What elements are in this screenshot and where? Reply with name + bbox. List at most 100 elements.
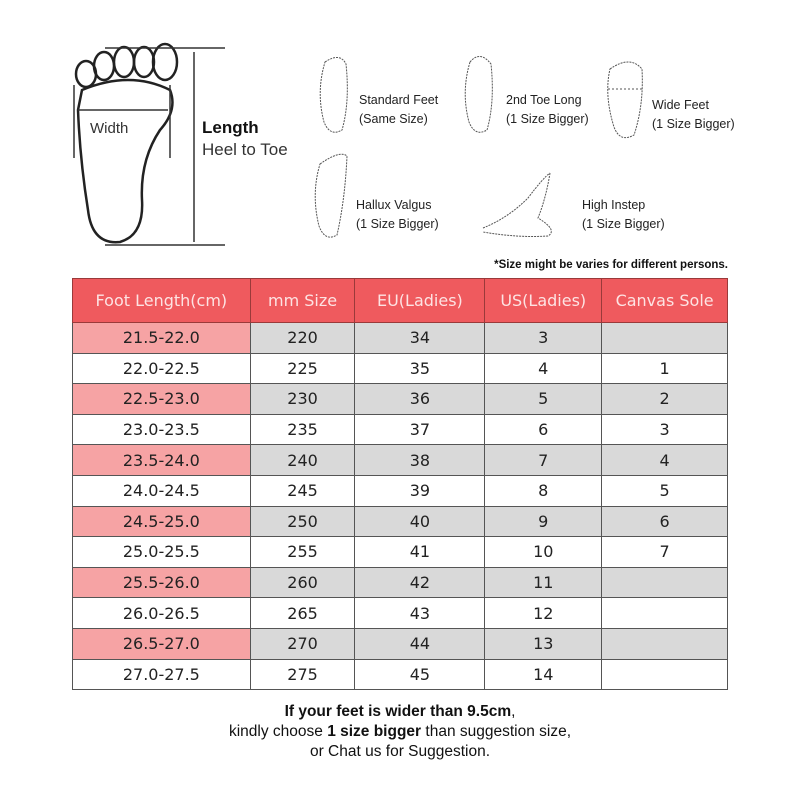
table-cell: 225 (249, 352, 356, 385)
table-cell: 39 (354, 474, 486, 507)
table-cell: 5 (601, 474, 728, 507)
table-row: 22.0-22.5 225 35 4 1 (72, 352, 728, 385)
table-cell: 26.5-27.0 (72, 627, 251, 660)
foot-measure-illustration (73, 42, 225, 246)
table-cell: 45 (354, 658, 486, 691)
table-cell: 255 (249, 536, 356, 568)
table-cell: 38 (354, 444, 486, 476)
table-row: 23.0-23.5 235 37 6 3 (72, 413, 728, 446)
table-cell: 25.0-25.5 (72, 536, 251, 568)
table-cell: 34 (354, 322, 486, 354)
table-cell: 22.0-22.5 (72, 352, 251, 385)
table-cell: 8 (484, 474, 603, 507)
table-cell (601, 322, 728, 354)
column-header: mm Size (249, 278, 356, 323)
foot-type-wide: Wide Feet (1 Size Bigger) (652, 98, 735, 131)
table-row: 23.5-24.0 240 38 7 4 (72, 444, 728, 476)
footer-advice: If your feet is wider than 9.5cm, kindly… (0, 702, 800, 762)
footer-line1-end: , (511, 703, 516, 720)
table-cell: 6 (484, 413, 603, 446)
table-cell: 25.5-26.0 (72, 566, 251, 599)
table-cell: 44 (354, 627, 486, 660)
table-cell: 220 (249, 322, 356, 354)
table-cell: 235 (249, 413, 356, 446)
width-label: Width (90, 120, 129, 137)
footer-line2-post: than suggestion size, (421, 723, 572, 740)
table-cell: 240 (249, 444, 356, 476)
table-cell: 43 (354, 597, 486, 629)
column-header: EU(Ladies) (354, 278, 486, 323)
table-cell: 23.5-24.0 (72, 444, 251, 476)
length-sublabel: Heel to Toe (202, 140, 288, 159)
table-cell: 23.0-23.5 (72, 413, 251, 446)
table-cell: 9 (484, 505, 603, 538)
table-cell: 35 (354, 352, 486, 385)
table-cell: 24.5-25.0 (72, 505, 251, 538)
table-cell: 230 (249, 383, 356, 415)
table-row: 24.5-25.0 250 40 9 6 (72, 505, 728, 538)
foot-type-second-toe: 2nd Toe Long (1 Size Bigger) (506, 93, 589, 126)
table-cell: 250 (249, 505, 356, 538)
table-cell: 3 (601, 413, 728, 446)
table-cell: 4 (484, 352, 603, 385)
table-row: 24.0-24.5 245 39 8 5 (72, 474, 728, 507)
foot-type-hallux-valgus: Hallux Valgus (1 Size Bigger) (356, 198, 439, 231)
table-cell: 275 (249, 658, 356, 691)
table-cell: 260 (249, 566, 356, 599)
table-cell: 40 (354, 505, 486, 538)
table-cell: 26.0-26.5 (72, 597, 251, 629)
column-header: US(Ladies) (484, 278, 603, 323)
table-row: 27.0-27.5 275 45 14 (72, 658, 728, 691)
table-cell: 5 (484, 383, 603, 415)
length-label: Length (202, 118, 259, 137)
table-cell (601, 566, 728, 599)
table-cell: 41 (354, 536, 486, 568)
table-cell: 14 (484, 658, 603, 691)
table-cell: 7 (484, 444, 603, 476)
table-row: 25.5-26.0 260 42 11 (72, 566, 728, 599)
table-cell: 42 (354, 566, 486, 599)
footer-line2-pre: kindly choose (228, 723, 328, 740)
table-row: 25.0-25.5 255 41 10 7 (72, 536, 728, 568)
table-row: 21.5-22.0 220 34 3 (72, 322, 728, 354)
table-cell: 2 (601, 383, 728, 415)
table-cell: 13 (484, 627, 603, 660)
table-cell: 4 (601, 444, 728, 476)
footer-line3: or Chat us for Suggestion. (309, 743, 491, 760)
table-row: 26.0-26.5 265 43 12 (72, 597, 728, 629)
high-instep-foot-icon (482, 172, 552, 237)
table-cell: 10 (484, 536, 603, 568)
standard-foot-icon (319, 57, 348, 133)
table-cell: 37 (354, 413, 486, 446)
table-cell: 7 (601, 536, 728, 568)
foot-type-high-instep: High Instep (1 Size Bigger) (582, 198, 665, 231)
size-note: *Size might be varies for different pers… (494, 259, 728, 271)
table-cell: 22.5-23.0 (72, 383, 251, 415)
table-cell: 245 (249, 474, 356, 507)
table-cell: 11 (484, 566, 603, 599)
column-header: Foot Length(cm) (72, 278, 251, 323)
table-cell (601, 597, 728, 629)
table-cell (601, 627, 728, 660)
second-toe-long-foot-icon (464, 56, 493, 133)
hallux-valgus-foot-icon (314, 153, 348, 238)
table-cell: 265 (249, 597, 356, 629)
table-row: 26.5-27.0 270 44 13 (72, 627, 728, 660)
table-cell: 36 (354, 383, 486, 415)
table-cell: 270 (249, 627, 356, 660)
table-cell: 21.5-22.0 (72, 322, 251, 354)
table-cell: 1 (601, 352, 728, 385)
footer-line2-bold: 1 size bigger (327, 723, 422, 740)
footer-line1: If your feet is wider than 9.5cm (284, 703, 512, 720)
table-cell: 24.0-24.5 (72, 474, 251, 507)
table-cell: 12 (484, 597, 603, 629)
table-cell: 27.0-27.5 (72, 658, 251, 691)
size-table: Foot Length(cm) mm Size EU(Ladies) US(Ladie… (72, 278, 728, 691)
table-cell (601, 658, 728, 691)
wide-foot-icon (607, 61, 644, 139)
table-row: 22.5-23.0 230 36 5 2 (72, 383, 728, 415)
table-cell: 6 (601, 505, 728, 538)
table-header-row: Foot Length(cm) mm Size EU(Ladies) US(Ladie… (72, 278, 728, 323)
column-header: Canvas Sole (601, 278, 728, 323)
